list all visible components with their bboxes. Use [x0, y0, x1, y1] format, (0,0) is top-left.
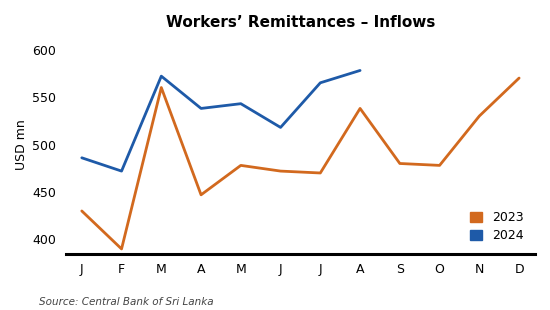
- Title: Workers’ Remittances – Inflows: Workers’ Remittances – Inflows: [166, 15, 435, 30]
- Legend: 2023, 2024: 2023, 2024: [465, 206, 529, 247]
- Text: Source: Central Bank of Sri Lanka: Source: Central Bank of Sri Lanka: [39, 297, 213, 307]
- Y-axis label: USD mn: USD mn: [15, 119, 28, 170]
